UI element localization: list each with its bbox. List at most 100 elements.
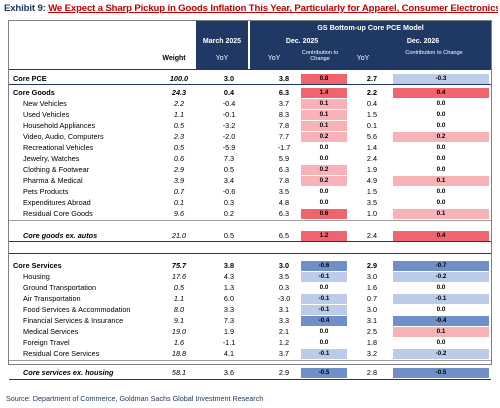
yoy-dec-2026-cell: 3.2 (366, 349, 378, 358)
row-label: Pharma & Medical (23, 176, 83, 185)
table-row: Core goods ex. autos 21.0 0.5 6.5 1.2 2.4 0.4 (9, 230, 491, 241)
row-label: Financial Services & Insurance (23, 316, 124, 325)
yoy-march-2025-cell: -0.6 (222, 187, 236, 196)
yoy-dec-2026-cell: 3.1 (366, 316, 378, 325)
row-label: Residual Core Goods (23, 209, 93, 218)
yoy-dec-2025-cell: 6.3 (278, 165, 290, 174)
contribution-dec-2026-cell: 0.1 (393, 175, 489, 186)
table-row: Foreign Travel 1.6 -1.1 1.2 0.0 1.8 0.0 (9, 337, 491, 348)
contribution-dec-2026-cell: 0.0 (436, 305, 446, 313)
weight-cell: 75.7 (171, 261, 187, 270)
yoy-dec-2026-cell: 0.1 (366, 121, 378, 130)
contribution-dec-2025-cell: -0.1 (301, 271, 347, 282)
table-row: Air Transportation 1.1 6.0 -3.0 -0.1 0.7 -0.1 (9, 293, 491, 304)
yoy-dec-2025-cell: 3.5 (278, 187, 290, 196)
contribution-dec-2026-cell: 0.4 (393, 230, 489, 241)
table-row: Pharma & Medical 3.9 3.4 7.8 0.2 4.9 0.1 (9, 175, 491, 186)
yoy-dec-2026-cell: 3.0 (366, 272, 378, 281)
weight-cell: 0.5 (173, 121, 185, 130)
contribution-dec-2025-cell: -0.4 (301, 315, 347, 326)
contribution-dec-2025-cell: 0.2 (301, 131, 347, 142)
weight-cell: 0.7 (173, 187, 185, 196)
yoy-dec-2026-cell: 0.4 (366, 99, 378, 108)
header-dec-2025: Dec. 2025 (285, 38, 319, 45)
yoy-march-2025-cell: 3.6 (223, 368, 235, 377)
yoy-march-2025-cell: -0.4 (222, 99, 236, 108)
yoy-dec-2025-cell: 3.5 (278, 272, 290, 281)
yoy-dec-2025-cell: 3.3 (278, 316, 290, 325)
table-row: Food Services & Accommodation 8.0 3.3 3.1 -0… (9, 304, 491, 315)
weight-cell: 3.9 (173, 176, 185, 185)
exhibit-number: Exhibit 9: (4, 3, 46, 14)
source-note: Source: Department of Commerce, Goldman … (6, 394, 264, 403)
contribution-dec-2026-cell: 0.2 (393, 131, 489, 142)
yoy-march-2025-cell: -1.1 (222, 338, 236, 347)
yoy-dec-2026-cell: 1.5 (366, 110, 378, 119)
table-row: Ground Transportation 0.5 1.3 0.3 0.0 1.6 0.0 (9, 282, 491, 293)
table-row: Medical Services 19.0 1.9 2.1 0.0 2.5 0.1 (9, 326, 491, 337)
weight-cell: 8.0 (173, 305, 185, 314)
yoy-march-2025-cell: 0.3 (223, 198, 235, 207)
contribution-dec-2025-cell: 0.0 (319, 187, 329, 195)
contribution-dec-2026-cell: 0.0 (436, 121, 446, 129)
weight-cell: 9.1 (173, 316, 185, 325)
row-label: Core Goods (13, 88, 55, 97)
row-divider (9, 84, 491, 85)
contribution-dec-2026-cell: -0.2 (393, 271, 489, 282)
yoy-march-2025-cell: -0.1 (222, 110, 236, 119)
contribution-dec-2026-cell: -0.3 (393, 73, 489, 84)
yoy-dec-2026-cell: 1.5 (366, 187, 378, 196)
yoy-march-2025-cell: 0.5 (223, 231, 235, 240)
yoy-dec-2025-cell: 3.8 (278, 74, 290, 83)
table-row: Recreational Vehicles 0.5 -5.9 -1.7 0.0 1.4 0.… (9, 142, 491, 153)
row-label: Recreational Vehicles (23, 143, 94, 152)
yoy-march-2025-cell: -5.9 (222, 143, 236, 152)
table-row: Residual Core Services 18.8 4.1 3.7 -0.1 3.2 -… (9, 348, 491, 359)
yoy-dec-2025-cell: 1.2 (278, 338, 290, 347)
yoy-dec-2025-cell: 3.7 (278, 99, 290, 108)
weight-cell: 1.1 (173, 110, 185, 119)
contribution-dec-2025-cell: 0.2 (301, 164, 347, 175)
header-march-block (196, 21, 248, 69)
row-label: New Vehicles (23, 99, 67, 108)
row-label: Core PCE (13, 74, 47, 83)
header-yoy-dec2025: YoY (267, 55, 281, 62)
yoy-dec-2026-cell: 1.4 (366, 143, 378, 152)
contribution-dec-2025-cell: 0.0 (319, 338, 329, 346)
yoy-dec-2026-cell: 3.5 (366, 198, 378, 207)
yoy-dec-2025-cell: 2.1 (278, 327, 290, 336)
yoy-dec-2026-cell: 2.2 (366, 88, 378, 97)
weight-cell: 0.6 (173, 154, 185, 163)
yoy-dec-2025-cell: 7.7 (278, 132, 290, 141)
contribution-dec-2026-cell: -0.1 (393, 293, 489, 304)
yoy-march-2025-cell: 1.9 (223, 327, 235, 336)
header-march-2025: March 2025 (202, 38, 242, 45)
table-row: Core PCE 100.0 3.0 3.8 0.8 2.7 -0.3 (9, 73, 491, 84)
yoy-dec-2026-cell: 2.4 (366, 154, 378, 163)
row-label: Core goods ex. autos (23, 231, 98, 240)
yoy-dec-2025-cell: 7.8 (278, 176, 290, 185)
yoy-march-2025-cell: 7.3 (223, 316, 235, 325)
row-label: Core services ex. housing (23, 368, 114, 377)
row-divider (9, 241, 491, 242)
header-dec-2026: Dec. 2026 (406, 38, 440, 45)
yoy-dec-2025-cell: 3.1 (278, 305, 290, 314)
row-label: Household Appliances (23, 121, 96, 130)
contribution-dec-2025-cell: 0.1 (301, 109, 347, 120)
yoy-march-2025-cell: 0.2 (223, 209, 235, 218)
yoy-march-2025-cell: -2.0 (222, 132, 236, 141)
contribution-dec-2026-cell: 0.0 (436, 283, 446, 291)
yoy-dec-2026-cell: 5.6 (366, 132, 378, 141)
yoy-march-2025-cell: 4.3 (223, 272, 235, 281)
yoy-dec-2025-cell: 7.8 (278, 121, 290, 130)
contribution-dec-2026-cell: 0.0 (436, 143, 446, 151)
weight-cell: 17.6 (171, 272, 187, 281)
table-row: Core Goods 24.3 0.4 6.3 1.4 2.2 0.4 (9, 87, 491, 98)
yoy-dec-2025-cell: 6.3 (278, 88, 290, 97)
header-yoy-march: YoY (215, 55, 229, 62)
header-yoy-dec2026: YoY (356, 55, 370, 62)
weight-cell: 58.1 (171, 368, 187, 377)
weight-cell: 18.8 (171, 349, 187, 358)
header-weight: Weight (162, 55, 186, 62)
contribution-dec-2025-cell: -0.1 (301, 304, 347, 315)
